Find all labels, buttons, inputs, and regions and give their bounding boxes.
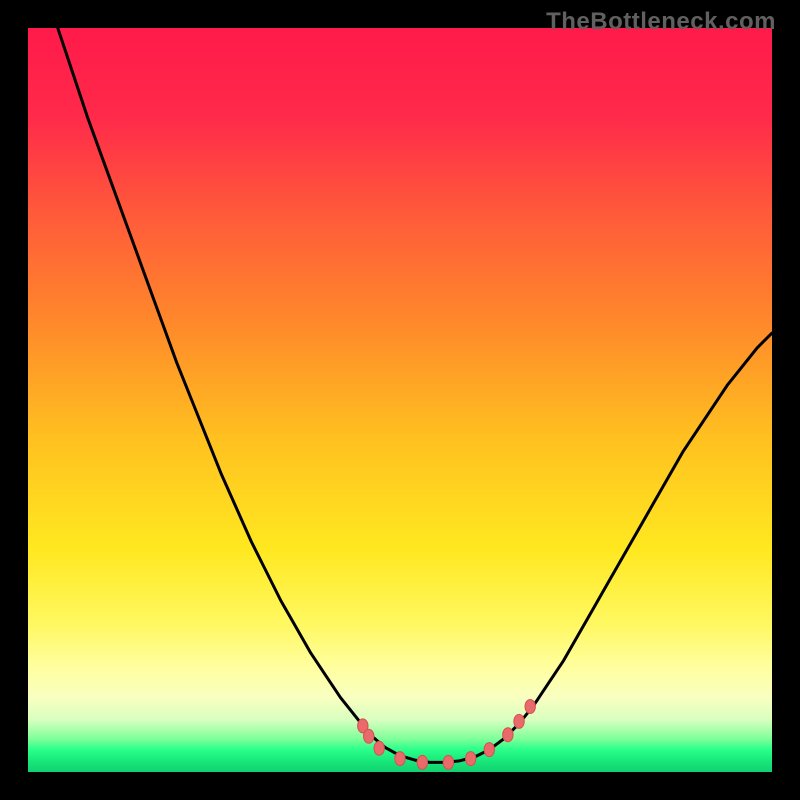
data-marker	[465, 752, 475, 766]
data-marker	[503, 728, 513, 742]
bottleneck-curve-chart	[0, 0, 800, 800]
data-marker	[417, 755, 427, 769]
watermark-text: TheBottleneck.com	[546, 8, 776, 36]
data-marker	[484, 743, 494, 757]
data-marker	[374, 741, 384, 755]
chart-frame	[0, 0, 800, 800]
data-marker	[514, 714, 524, 728]
data-marker	[395, 752, 405, 766]
data-marker	[443, 755, 453, 769]
data-marker	[525, 700, 535, 714]
data-marker	[364, 729, 374, 743]
